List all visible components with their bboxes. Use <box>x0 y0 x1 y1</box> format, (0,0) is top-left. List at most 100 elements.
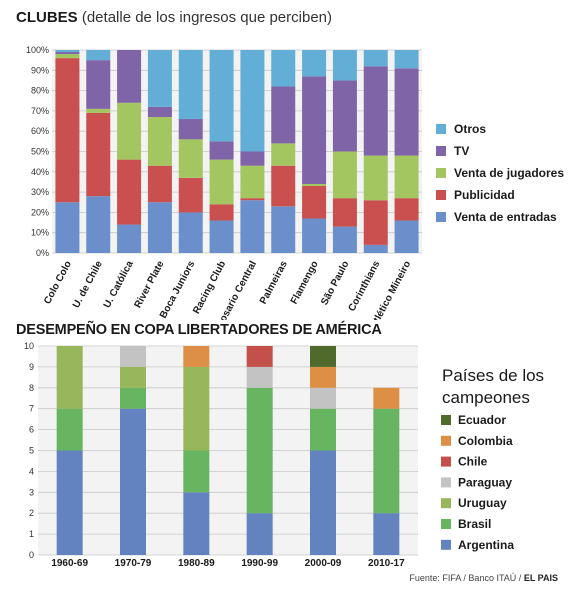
legend-label-venta-de-entradas: Venta de entradas <box>454 210 557 224</box>
x-tick-label: 1960-69 <box>51 558 88 569</box>
bar-segment-argentina <box>120 408 146 555</box>
bar-segment-brasil <box>246 387 273 514</box>
bar-segment-brasil <box>120 387 146 409</box>
y-tick-label: 80% <box>31 86 49 96</box>
y-tick-label: 10% <box>31 228 49 238</box>
bar-segment-venta-de-jugadores <box>271 143 296 166</box>
bar-segment-tv <box>209 141 234 160</box>
legend-swatch-tv <box>436 146 446 156</box>
legend-label-venta-de-jugadores: Venta de jugadores <box>454 166 564 180</box>
bar-segment-venta-de-jugadores <box>240 165 265 199</box>
bar-segment-venta-de-jugadores <box>302 183 327 187</box>
bar-segment-venta-de-entradas <box>394 220 419 253</box>
bar-segment-publicidad <box>178 177 203 213</box>
y-tick-label: 60% <box>31 126 49 136</box>
legend-label-chile: Chile <box>458 455 488 469</box>
y-tick-label: 90% <box>31 65 49 75</box>
y-tick-label: 70% <box>31 106 49 116</box>
x-tick-label: 2000-09 <box>305 558 342 569</box>
bar-segment-tv <box>332 80 357 152</box>
y-tick-label: 9 <box>29 362 34 372</box>
bar-segment-tv <box>394 68 419 156</box>
y-tick-label: 30% <box>31 187 49 197</box>
bar-segment-otros <box>86 50 111 61</box>
bar-segment-paraguay <box>120 346 146 367</box>
bar-segment-otros <box>209 50 234 142</box>
bar-segment-argentina <box>310 450 336 555</box>
bar-segment-publicidad <box>209 204 234 221</box>
legend-label-uruguay: Uruguay <box>458 496 507 510</box>
bar-segment-argentina <box>373 513 400 555</box>
legend-label-colombia: Colombia <box>458 434 513 448</box>
bar-segment-publicidad <box>302 186 327 219</box>
legend-label-tv: TV <box>454 144 469 158</box>
bar-segment-venta-de-jugadores <box>363 155 388 201</box>
bar-segment-paraguay <box>246 366 273 388</box>
bar-segment-venta-de-entradas <box>147 202 172 253</box>
y-tick-label: 20% <box>31 207 49 217</box>
legend-swatch-venta-de-jugadores <box>436 168 446 178</box>
bar-segment-uruguay <box>183 366 210 451</box>
legend-swatch-brasil <box>441 519 451 529</box>
y-tick-label: 7 <box>29 404 34 414</box>
chart1-title-bold: CLUBES <box>16 9 78 26</box>
bar-segment-publicidad <box>363 200 388 245</box>
y-tick-label: 0 <box>29 550 34 560</box>
bar-segment-tv <box>86 60 111 109</box>
bar-segment-venta-de-entradas <box>332 226 357 253</box>
bar-segment-venta-de-jugadores <box>55 54 80 59</box>
x-tick-label: 1990-99 <box>241 558 278 569</box>
bar-segment-colombia <box>373 387 400 409</box>
legend-label-paraguay: Paraguay <box>458 475 512 489</box>
bar-segment-venta-de-jugadores <box>332 151 357 199</box>
legend-swatch-ecuador <box>441 415 451 425</box>
y-tick-label: 1 <box>29 529 34 539</box>
y-tick-label: 0% <box>36 248 49 258</box>
bar-segment-tv <box>240 151 265 166</box>
bar-segment-venta-de-entradas <box>55 202 80 253</box>
chart2-title: DESEMPEÑO EN COPA LIBERTADORES DE AMÉRIC… <box>16 322 382 338</box>
bar-segment-venta-de-entradas <box>240 200 265 253</box>
legend-swatch-venta-de-entradas <box>436 212 446 222</box>
bar-segment-brasil <box>183 450 210 493</box>
x-tick-label: 1970-79 <box>115 558 152 569</box>
bar-segment-publicidad <box>117 159 142 225</box>
bar-segment-venta-de-entradas <box>117 224 142 253</box>
bar-segment-brasil <box>56 408 83 451</box>
x-tick-label: 1980-89 <box>178 558 215 569</box>
bar-segment-otros <box>55 50 80 53</box>
bar-segment-argentina <box>246 513 273 555</box>
bar-segment-venta-de-entradas <box>178 212 203 253</box>
y-tick-label: 8 <box>29 383 34 393</box>
legend-label-argentina: Argentina <box>458 538 514 552</box>
legend-swatch-paraguay <box>441 477 451 488</box>
bar-segment-tv <box>178 119 203 140</box>
bar-segment-publicidad <box>240 198 265 201</box>
legend-swatch-publicidad <box>436 190 446 200</box>
legend-label-otros: Otros <box>454 122 486 136</box>
y-tick-label: 5 <box>29 446 34 456</box>
y-tick-label: 50% <box>31 147 49 157</box>
chart1-title: CLUBES (detalle de los ingresos que perc… <box>16 9 332 26</box>
y-tick-label: 2 <box>29 508 34 518</box>
bar-segment-publicidad <box>147 165 172 203</box>
bar-segment-chile <box>246 346 273 367</box>
bar-segment-otros <box>394 50 419 69</box>
legend-label-brasil: Brasil <box>458 517 491 531</box>
bar-segment-venta-de-entradas <box>209 220 234 253</box>
bar-segment-uruguay <box>120 366 146 388</box>
bar-segment-otros <box>147 50 172 107</box>
source-text: Fuente: FIFA / Banco ITAÚ / <box>409 573 522 583</box>
bar-segment-argentina <box>183 492 210 555</box>
bar-segment-colombia <box>310 366 336 388</box>
bar-segment-brasil <box>310 408 336 451</box>
bar-segment-venta-de-entradas <box>86 196 111 253</box>
bar-segment-tv <box>363 66 388 156</box>
bar-segment-tv <box>55 52 80 55</box>
legend-title-line: campeones <box>442 388 530 407</box>
x-tick-label: 2010-17 <box>368 558 405 569</box>
bar-segment-colombia <box>183 346 210 367</box>
y-tick-label: 3 <box>29 487 34 497</box>
source-brand: EL PAIS <box>523 573 558 583</box>
bar-segment-venta-de-jugadores <box>117 102 142 160</box>
